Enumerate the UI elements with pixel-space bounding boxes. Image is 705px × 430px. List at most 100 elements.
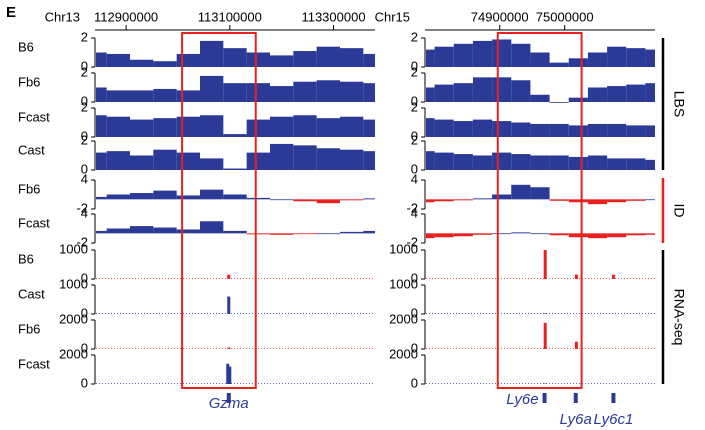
coverage-bar <box>153 149 177 170</box>
coverage-bar <box>176 116 200 137</box>
coverage-bar <box>511 122 531 137</box>
y-tick-label: 2 <box>81 99 88 114</box>
coverage-bar <box>200 115 224 137</box>
track-label: B6 <box>18 251 34 266</box>
coverage-bar <box>176 195 200 200</box>
coverage-bar <box>246 119 270 137</box>
coverage-bar <box>176 152 200 170</box>
coverage-bar <box>426 233 435 239</box>
coverage-bar <box>645 125 655 137</box>
coverage-bar <box>434 199 454 202</box>
coverage-bar <box>607 233 627 238</box>
coverage-bar <box>153 118 177 137</box>
coverage-bar <box>316 233 340 235</box>
coverage-bar <box>106 228 130 234</box>
coverage-bar <box>426 118 435 137</box>
coverage-bar <box>426 49 435 67</box>
coverage-bar <box>316 118 340 137</box>
rna-peak <box>228 366 232 384</box>
coverage-bar <box>223 134 247 137</box>
coverage-bar <box>511 154 531 170</box>
coverage-bar <box>453 233 473 237</box>
x-tick-label: 74900000 <box>471 9 529 24</box>
coverage-bar <box>106 194 130 200</box>
y-tick-label: -2 <box>76 200 88 215</box>
coverage-bar <box>270 116 294 137</box>
coverage-bar <box>472 155 493 170</box>
y-tick-label: 0 <box>81 375 88 390</box>
track-label: Fb6 <box>18 181 40 196</box>
coverage-bar <box>626 125 646 137</box>
coverage-bar <box>530 52 550 67</box>
coverage-bar <box>223 48 247 67</box>
coverage-bar <box>293 115 317 137</box>
coverage-bar <box>530 94 550 102</box>
coverage-bar <box>568 199 588 203</box>
y-tick-label: 0 <box>81 161 88 176</box>
y-tick-label: 0 <box>411 161 418 176</box>
coverage-bar <box>530 155 550 170</box>
coverage-bar <box>176 90 200 102</box>
coverage-bar <box>492 77 512 102</box>
coverage-bar <box>434 46 454 67</box>
coverage-bar <box>626 84 646 102</box>
coverage-bar <box>549 199 569 201</box>
coverage-bar <box>607 123 627 137</box>
y-tick-label: 2000 <box>389 346 418 361</box>
coverage-bar <box>293 233 317 235</box>
y-tick-label: 1000 <box>59 241 88 256</box>
gene-mark <box>573 393 578 403</box>
coverage-bar <box>511 184 531 200</box>
coverage-bar <box>96 87 107 102</box>
coverage-bar <box>223 168 247 170</box>
coverage-bar <box>223 194 247 200</box>
coverage-bar <box>293 51 317 67</box>
gene-mark <box>611 393 616 403</box>
coverage-bar <box>626 199 646 201</box>
y-tick-label: 2 <box>81 64 88 79</box>
y-tick-label: 0 <box>411 340 418 355</box>
coverage-bar <box>316 46 340 67</box>
rna-peak <box>227 347 231 349</box>
y-tick-label: 1000 <box>389 276 418 291</box>
coverage-bar <box>568 58 588 67</box>
coverage-bar <box>96 152 107 170</box>
y-tick-label: 1000 <box>389 241 418 256</box>
coverage-bar <box>453 43 473 67</box>
coverage-bar <box>200 40 224 67</box>
coverage-bar <box>568 97 588 102</box>
coverage-bar <box>200 158 224 170</box>
y-tick-label: 0 <box>81 340 88 355</box>
coverage-bar <box>645 233 655 235</box>
coverage-bar <box>200 221 224 234</box>
coverage-bar <box>270 55 294 67</box>
gene-mark <box>542 393 547 403</box>
coverage-bar <box>549 62 569 67</box>
gene-label: Ly6e <box>506 391 538 408</box>
coverage-bar <box>96 52 107 67</box>
coverage-bar <box>363 151 375 170</box>
coverage-bar <box>130 155 154 170</box>
coverage-bar <box>434 119 454 137</box>
coverage-bar <box>246 152 270 170</box>
coverage-bar <box>549 102 569 103</box>
y-tick-label: 2 <box>411 99 418 114</box>
coverage-bar <box>492 39 512 67</box>
y-tick-label: 2000 <box>59 311 88 326</box>
coverage-bar <box>472 233 493 235</box>
coverage-bar <box>106 151 130 170</box>
rna-peak <box>543 313 547 314</box>
y-tick-label: 0 <box>411 93 418 108</box>
coverage-bar <box>511 43 531 67</box>
coverage-bar <box>607 46 627 67</box>
rna-peak <box>227 296 231 314</box>
gene-label: Ly6c1 <box>594 411 634 428</box>
coverage-bar <box>434 152 454 170</box>
coverage-bar <box>340 231 364 234</box>
gene-label: Gzma <box>209 395 249 412</box>
coverage-bar <box>549 155 569 170</box>
coverage-bar <box>270 86 294 102</box>
coverage-bar <box>530 233 550 235</box>
coverage-bar <box>426 87 435 102</box>
coverage-bar <box>587 87 608 102</box>
